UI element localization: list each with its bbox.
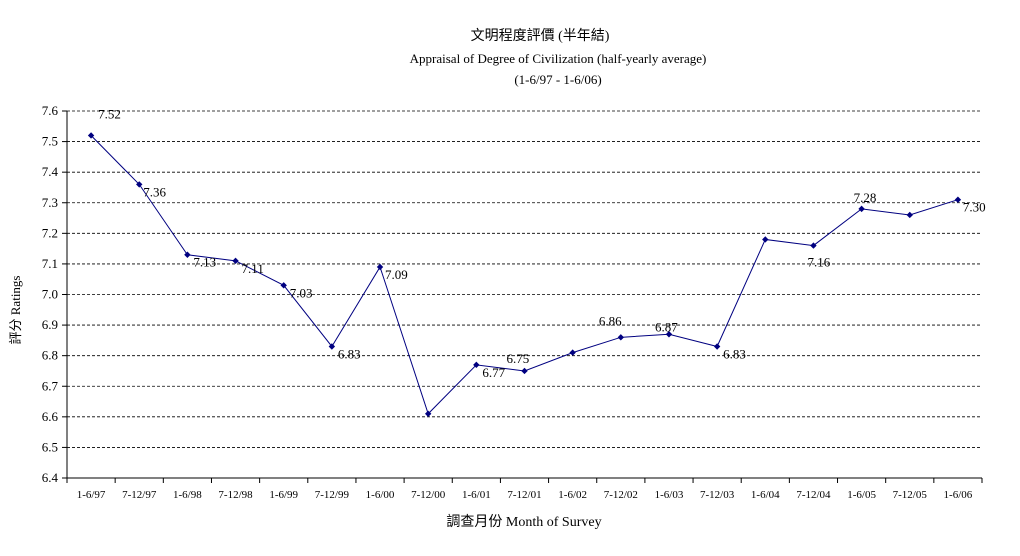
data-point [713, 343, 721, 350]
data-point [617, 334, 625, 341]
x-tick-label: 7-12/00 [411, 489, 446, 501]
x-tick-label: 7-12/05 [893, 489, 928, 501]
x-tick-label: 7-12/01 [507, 489, 541, 501]
y-axis-label: 評分 Ratings [8, 276, 23, 345]
data-label: 6.77 [482, 365, 505, 380]
y-tick-label: 7.0 [42, 287, 58, 302]
data-label: 7.13 [193, 255, 216, 270]
data-label: 7.36 [143, 184, 166, 199]
x-tick-labels: 1-6/97 7-12/97 1-6/98 7-12/98 1-6/99 7-12/99 1… [77, 489, 973, 501]
data-label: 6.86 [599, 313, 622, 328]
y-tick-label: 6.5 [42, 439, 58, 454]
data-label: 6.83 [338, 346, 361, 361]
axes [66, 111, 983, 483]
data-point [954, 196, 962, 203]
y-tick-label: 7.3 [42, 195, 58, 210]
y-tick-label: 6.8 [42, 348, 58, 363]
data-label: 7.16 [807, 255, 830, 270]
y-tick-label: 7.1 [42, 256, 58, 271]
x-tick-label: 1-6/04 [751, 489, 780, 501]
x-tick-label: 7-12/04 [796, 489, 831, 501]
data-label: 7.03 [290, 285, 313, 300]
x-tick-label: 1-6/99 [269, 489, 298, 501]
data-label: 7.11 [242, 261, 264, 276]
x-tick-label: 7-12/97 [122, 489, 157, 501]
y-tick-label: 6.6 [42, 409, 59, 424]
data-labels: 7.52 7.36 7.13 7.11 7.03 6.83 7.09 6.776.75 6.86… [98, 106, 986, 379]
data-label: 6.83 [723, 346, 746, 361]
x-tick-label: 1-6/02 [558, 489, 587, 501]
x-tick-label: 1-6/05 [847, 489, 876, 501]
x-tick-label: 1-6/06 [944, 489, 973, 501]
x-tick-label: 1-6/98 [173, 489, 202, 501]
y-tick-label: 7.4 [42, 164, 59, 179]
data-point [376, 263, 384, 271]
data-label: 7.30 [963, 200, 986, 215]
y-tick-label: 6.4 [42, 470, 59, 485]
y-tick-label: 6.9 [42, 317, 58, 332]
y-tick-labels: 6.4 6.5 6.6 6.7 6.8 6.9 7.0 7.1 7.2 7.3 7.4 7.5 7.6 [42, 103, 59, 485]
data-point [136, 181, 143, 188]
x-tick-label: 7-12/99 [315, 489, 350, 501]
data-label: 6.87 [655, 319, 678, 334]
x-tick-label: 1-6/03 [655, 489, 684, 501]
y-tick-label: 7.5 [42, 134, 58, 149]
data-point [665, 331, 673, 338]
data-point [569, 349, 576, 356]
data-point [906, 211, 913, 219]
y-tick-label: 7.2 [42, 225, 58, 240]
data-point [424, 410, 432, 417]
data-point [184, 251, 191, 258]
y-tick-label: 7.6 [42, 103, 59, 118]
data-points [87, 132, 962, 417]
data-point [858, 205, 865, 213]
grid [62, 110, 982, 479]
data-label: 7.09 [385, 267, 408, 282]
data-label: 7.28 [854, 190, 877, 205]
data-label: 7.52 [98, 106, 121, 121]
data-point [232, 257, 239, 265]
data-point [762, 236, 769, 243]
x-tick-label: 1-6/00 [366, 489, 395, 501]
data-point [473, 361, 480, 369]
chart-subtitle: Appraisal of Degree of Civilization (hal… [410, 51, 707, 66]
x-tick-label: 7-12/02 [604, 489, 638, 501]
data-label: 6.75 [507, 351, 530, 366]
chart-title: 文明程度評價 (半年結) [471, 27, 610, 44]
data-point [521, 367, 528, 375]
data-point [810, 242, 817, 249]
data-point [87, 132, 95, 139]
x-tick-label: 7-12/03 [700, 489, 735, 501]
x-tick-label: 1-6/01 [462, 489, 491, 501]
x-tick-label: 1-6/97 [77, 489, 106, 501]
x-tick-label: 7-12/98 [218, 489, 253, 501]
data-point [280, 282, 287, 289]
y-tick-label: 6.7 [42, 378, 59, 393]
x-axis-label: 調查月份 Month of Survey [446, 514, 601, 530]
chart-period: (1-6/97 - 1-6/06) [514, 72, 601, 87]
data-point [328, 343, 336, 350]
